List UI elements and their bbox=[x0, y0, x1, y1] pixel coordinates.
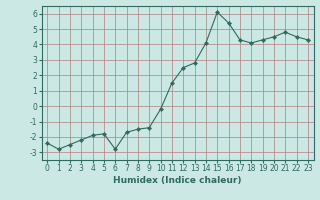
X-axis label: Humidex (Indice chaleur): Humidex (Indice chaleur) bbox=[113, 176, 242, 185]
